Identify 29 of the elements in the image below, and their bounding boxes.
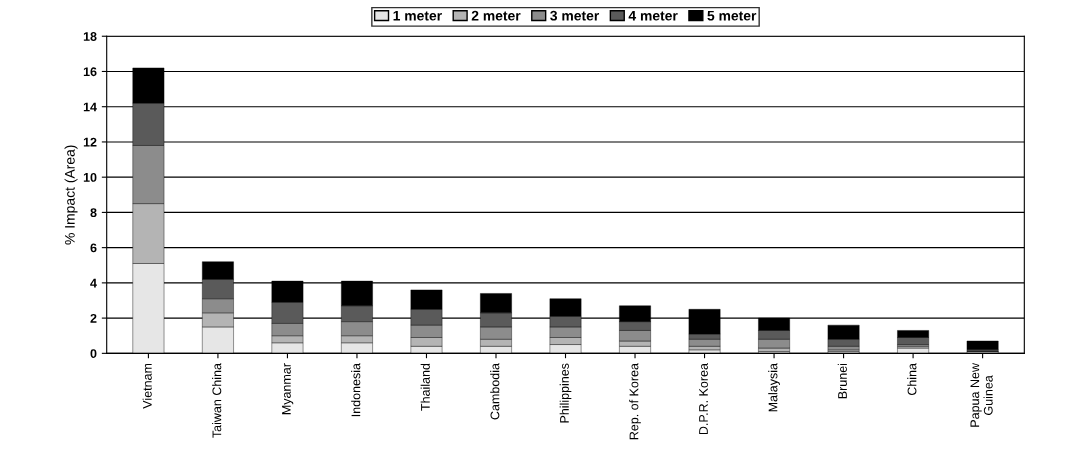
legend-label: 1 meter — [393, 10, 442, 21]
y-tick-label: 2 — [90, 313, 97, 323]
x-tick-label: Cambodia — [490, 363, 500, 420]
y-tick-label: 18 — [83, 32, 97, 41]
y-tick-label: 10 — [83, 172, 97, 182]
legend-label: 4 meter — [628, 10, 678, 21]
x-tick-label: Brunei — [837, 363, 847, 399]
x-tick-label: Rep. of Korea — [629, 363, 641, 440]
y-tick-label: 6 — [90, 243, 97, 253]
legend-label: 5 meter — [707, 10, 757, 21]
legend-label: 3 meter — [550, 10, 600, 21]
x-tick-label: Malaysia — [768, 363, 780, 412]
y-tick-label: 0 — [90, 349, 97, 358]
legend-label: 2 meter — [471, 10, 521, 21]
y-tick-label: 12 — [83, 137, 97, 147]
y-tick-label: 14 — [83, 102, 97, 112]
y-tick-label: 4 — [90, 278, 97, 288]
y-tick-label: 16 — [83, 67, 97, 77]
x-tick-label: Taiwan China — [212, 363, 222, 438]
x-tick-label: D.P.R. Korea — [699, 363, 708, 435]
y-tick-label: 8 — [90, 208, 97, 218]
x-tick-label: Philippines — [559, 363, 572, 423]
x-tick-label: Myanmar — [282, 363, 294, 415]
x-tick-label: Indonesia — [351, 363, 361, 417]
y-axis-title: % Impact (Area) — [64, 145, 78, 245]
x-tick-label: China — [907, 363, 917, 396]
x-tick-label: Thailand — [420, 363, 430, 411]
x-tick-label: Vietnam — [142, 363, 152, 409]
x-tick-label: Papua New Guinea — [970, 363, 993, 427]
